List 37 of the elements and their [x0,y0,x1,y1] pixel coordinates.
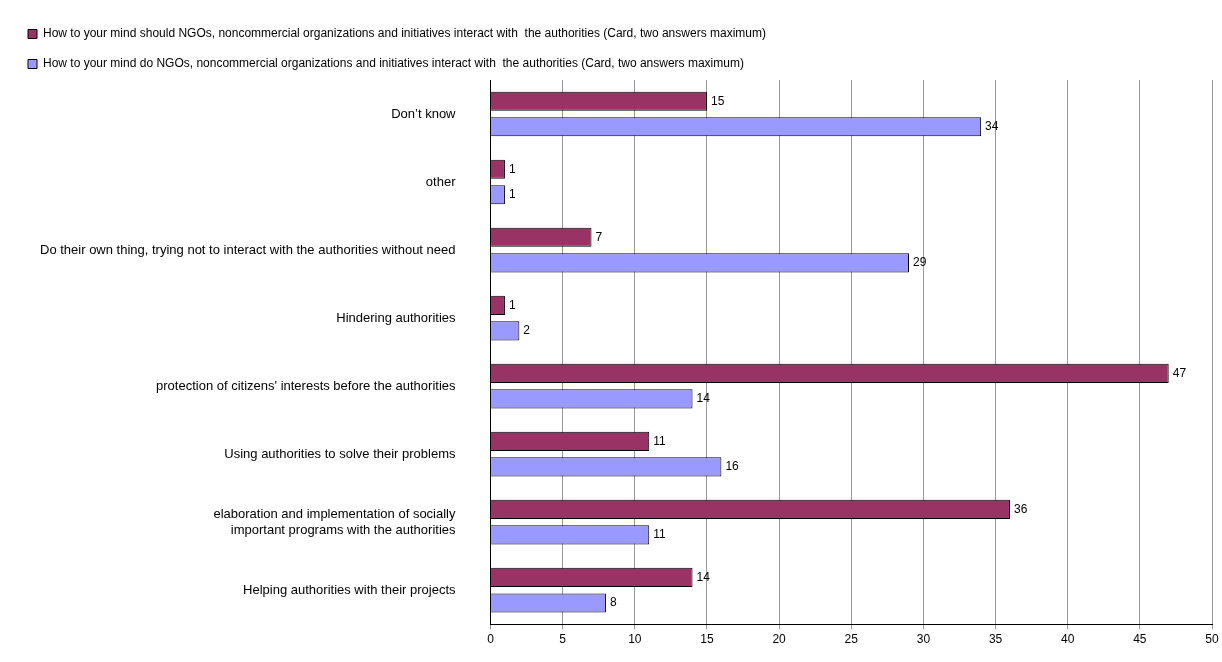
y-tick-label: Don’t know [391,105,457,121]
legend-label: How to your mind should NGOs, noncommercial organizations and initiatives interact with the authorities (Card, two answers maximum) [43,26,766,41]
x-tick-label: 25 [844,631,859,646]
data-label: 1 [508,187,516,202]
data-label: 36 [1013,501,1028,516]
y-tick-label: protection of citizens' interests before the authorities [156,377,456,393]
y-tick-label: Do their own thing, trying not to interact with the authorities without need [40,241,456,257]
y-tick-label: Helping authorities with their projects [243,581,457,597]
x-tick-label: 10 [628,631,642,646]
x-tick-label: 30 [916,631,931,646]
data-label: 15 [710,93,725,108]
data-label: 29 [912,255,927,270]
x-tick-label: 20 [772,631,787,646]
data-label: 11 [653,527,667,542]
data-label: 1 [508,161,516,176]
y-tick-label: elaboration and implementation of socially important programs with the authorities [213,505,457,537]
data-label: 8 [609,595,617,610]
data-label: 47 [1172,365,1187,380]
data-label: 14 [696,391,711,406]
data-label: 14 [696,569,711,584]
x-tick-label: 45 [1133,631,1147,646]
data-label: 11 [653,433,667,448]
data-label: 34 [985,119,999,134]
y-tick-label: other [425,173,457,189]
x-tick-label: 35 [988,631,1003,646]
x-tick-label: 0 [487,631,495,646]
x-tick-label: 5 [559,631,567,646]
legend-label: How to your mind do NGOs, noncommercial organizations and initiatives interact with the authorities (Card, two answers maximum) [43,56,744,71]
x-tick-label: 15 [700,631,714,646]
data-label: 2 [523,323,531,338]
y-tick-label: Hindering authorities [336,309,457,325]
data-label: 16 [725,459,740,474]
y-tick-label: Using authorities to solve their problems [224,445,456,461]
data-label: 7 [595,229,603,244]
data-label: 1 [508,297,516,312]
x-tick-label: 40 [1061,631,1075,646]
x-tick-label: 50 [1205,631,1219,646]
